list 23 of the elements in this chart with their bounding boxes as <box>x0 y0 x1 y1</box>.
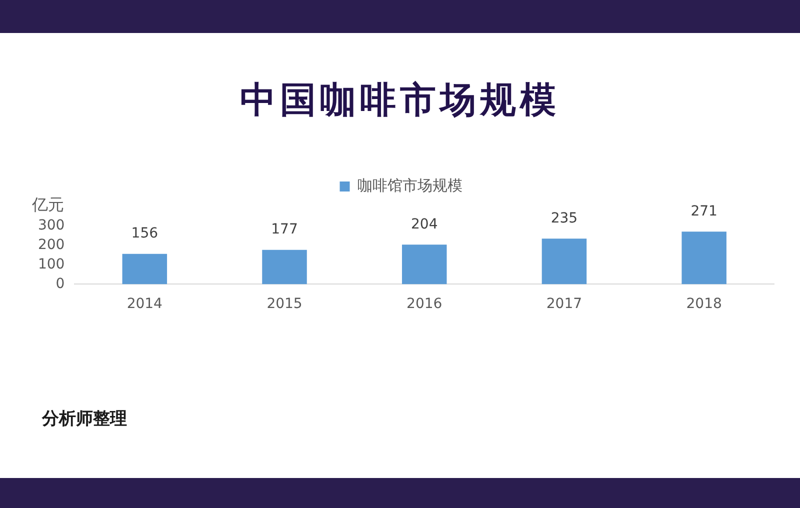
y-tick-label: 100 <box>38 256 65 272</box>
y-tick-label: 300 <box>38 218 65 234</box>
bar <box>262 250 307 284</box>
bar <box>542 238 587 284</box>
data-label: 204 <box>410 216 438 232</box>
x-tick-label: 2016 <box>406 296 442 312</box>
y-tick-label: 0 <box>56 276 65 292</box>
y-axis-title: 亿元 <box>31 195 64 214</box>
y-tick-label: 200 <box>38 237 65 254</box>
data-label: 235 <box>550 210 578 226</box>
data-label: 177 <box>271 222 298 238</box>
bar <box>122 254 168 284</box>
x-tick-label: 2014 <box>126 296 163 312</box>
bar <box>682 232 726 284</box>
bar <box>402 244 447 284</box>
x-tick-label: 2015 <box>266 296 302 312</box>
text: 分析师整理 <box>42 408 127 430</box>
chart-title: 中国咖啡市场规模 <box>239 79 561 123</box>
x-tick-label: 2017 <box>546 296 582 312</box>
x-tick-label: 2018 <box>686 296 722 312</box>
data-label: 271 <box>690 203 718 220</box>
legend-label: 咖啡馆市场规模 <box>357 176 462 194</box>
data-label: 156 <box>131 226 158 242</box>
